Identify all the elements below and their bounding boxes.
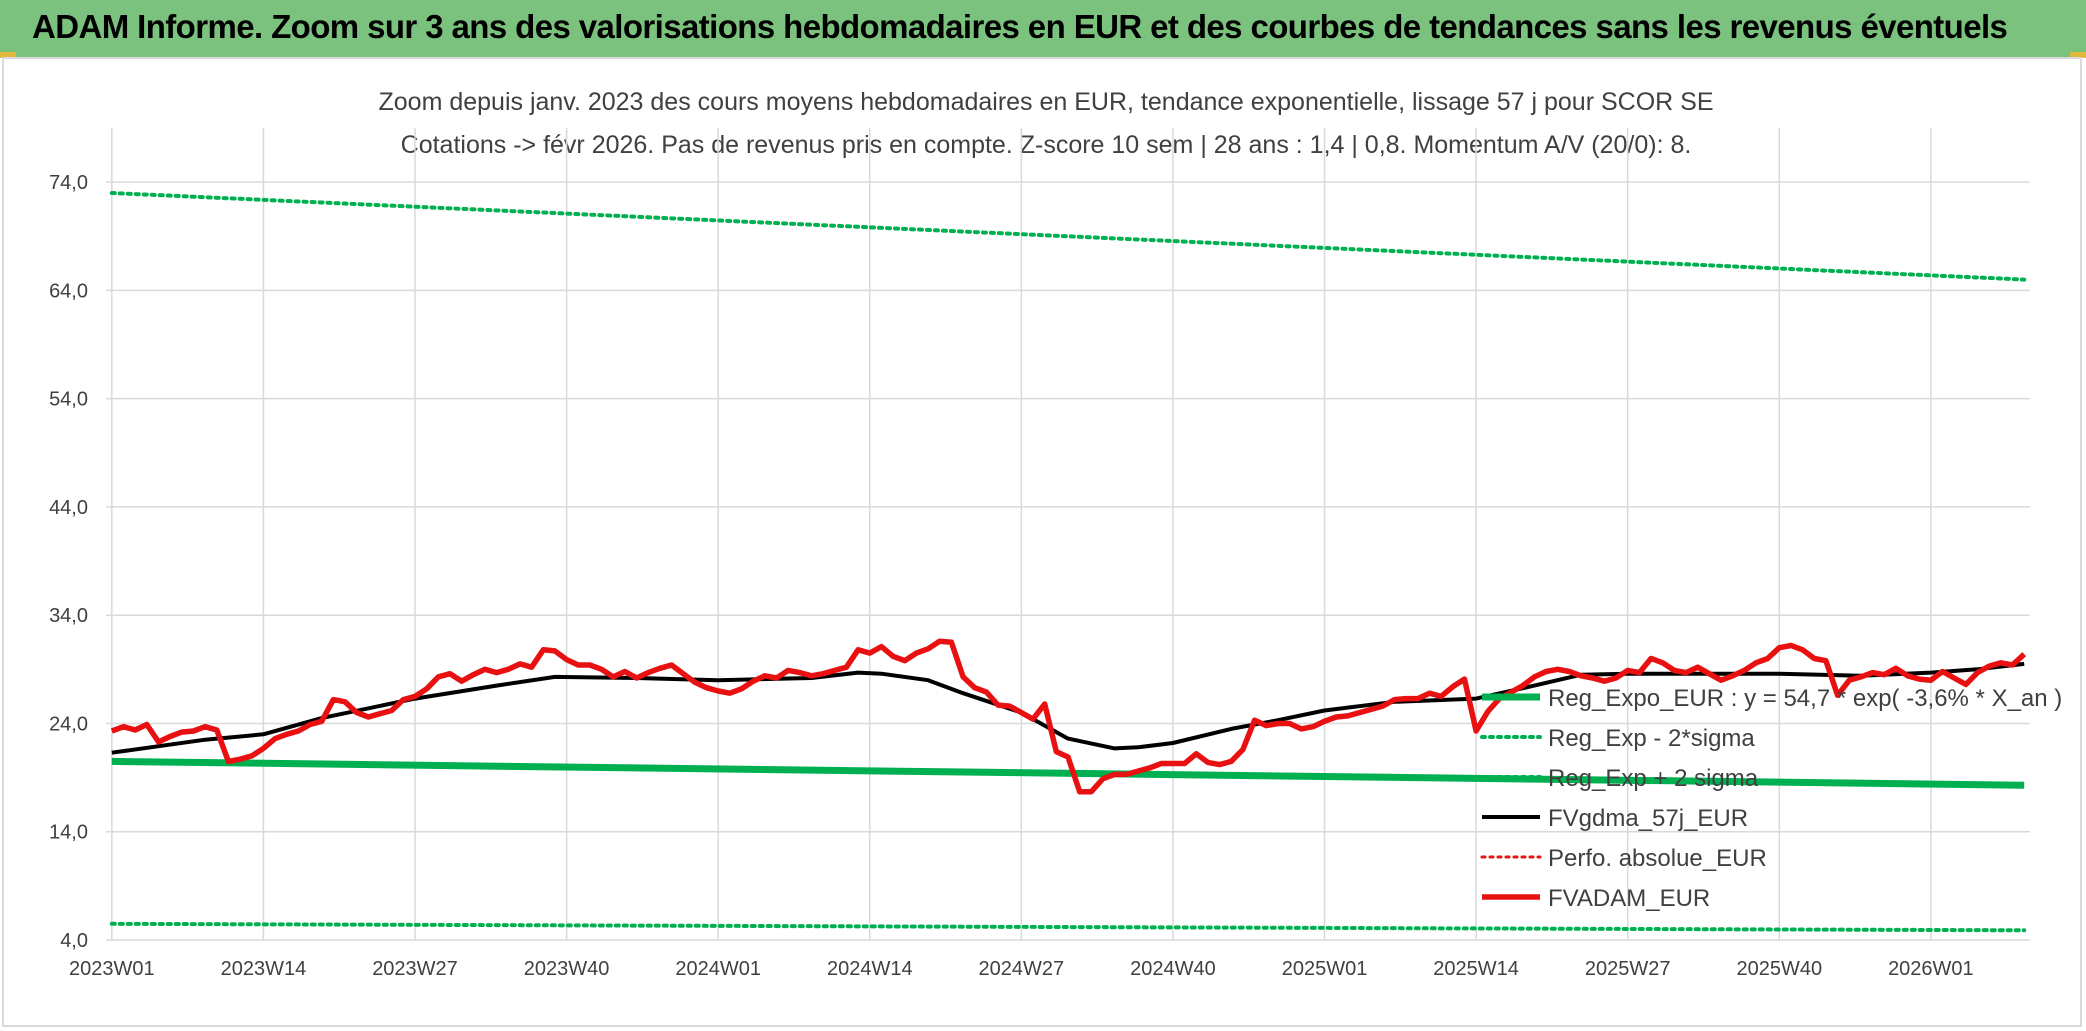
y-axis-ticks: 4,0 14,0 24,0 34,0 44,0 54,0 64,0 74,0 bbox=[49, 172, 88, 952]
y-tick-label: 24,0 bbox=[49, 713, 88, 735]
x-tick-label: 2023W27 bbox=[372, 958, 458, 980]
x-tick-label: 2024W01 bbox=[675, 958, 761, 980]
x-tick-label: 2024W14 bbox=[827, 958, 913, 980]
report-banner-title: ADAM Informe. Zoom sur 3 ans des valoris… bbox=[32, 8, 2008, 45]
chart-title: Zoom depuis janv. 2023 des cours moyens … bbox=[378, 88, 1713, 116]
chart-series bbox=[109, 191, 2027, 933]
chart-subtitle: Cotations -> févr 2026. Pas de revenus p… bbox=[401, 131, 1692, 159]
x-tick-label: 2025W01 bbox=[1282, 958, 1368, 980]
legend-label-reg-exp-2-sigma: Reg_Exp - 2*sigma bbox=[1548, 725, 1755, 752]
series-line-reg-exp-2-sigma bbox=[109, 191, 2027, 282]
legend-label-fvadam-eur: FVADAM_EUR bbox=[1548, 885, 1710, 912]
chart-frame bbox=[2, 57, 2082, 1027]
x-tick-label: 2026W01 bbox=[1888, 958, 1974, 980]
y-tick-label: 44,0 bbox=[49, 497, 88, 519]
series-line-fvgdma-57j-eur bbox=[111, 661, 2025, 755]
x-tick-label: 2025W14 bbox=[1433, 958, 1519, 980]
chart-legend: Reg_Expo_EUR : y = 54,7 * exp( -3,6% * X… bbox=[1480, 685, 2062, 912]
y-tick-label: 4,0 bbox=[60, 930, 88, 952]
series-line-reg-expo-eur-y-54-7-exp-3-6-x-an bbox=[111, 757, 2025, 789]
banner-edge-accent-right bbox=[2070, 52, 2086, 58]
banner-edge-accent-left bbox=[0, 52, 16, 58]
series-line-fvadam-eur bbox=[110, 638, 2027, 795]
x-tick-label: 2023W14 bbox=[221, 958, 307, 980]
legend-label-perfo-absolue-eur: Perfo. absolue_EUR bbox=[1548, 845, 1767, 872]
report-banner: ADAM Informe. Zoom sur 3 ans des valoris… bbox=[0, 0, 2086, 57]
x-tick-label: 2023W01 bbox=[69, 958, 155, 980]
legend-label-reg-exp-2-sigma: Reg_Exp + 2 sigma bbox=[1548, 765, 1759, 792]
y-tick-label: 64,0 bbox=[49, 280, 88, 302]
y-tick-label: 74,0 bbox=[49, 172, 88, 194]
y-tick-label: 14,0 bbox=[49, 822, 88, 844]
x-tick-label: 2024W27 bbox=[979, 958, 1065, 980]
chart-gridlines bbox=[106, 128, 2030, 941]
x-tick-label: 2024W40 bbox=[1130, 958, 1216, 980]
x-tick-label: 2023W40 bbox=[524, 958, 610, 980]
x-tick-label: 2025W27 bbox=[1585, 958, 1671, 980]
legend-label-fvgdma-57j-eur: FVgdma_57j_EUR bbox=[1548, 805, 1748, 832]
x-tick-label: 2025W40 bbox=[1736, 958, 1822, 980]
series-line-reg-exp-2-sigma bbox=[109, 921, 2027, 933]
x-axis-ticks: 2023W01 2023W14 2023W27 2023W40 2024W01 2024W… bbox=[69, 958, 1974, 980]
y-tick-label: 54,0 bbox=[49, 389, 88, 411]
y-tick-label: 34,0 bbox=[49, 605, 88, 627]
legend-label-reg-expo-eur-y-54-7-exp-3-6-x-an: Reg_Expo_EUR : y = 54,7 * exp( -3,6% * X… bbox=[1548, 685, 2062, 712]
